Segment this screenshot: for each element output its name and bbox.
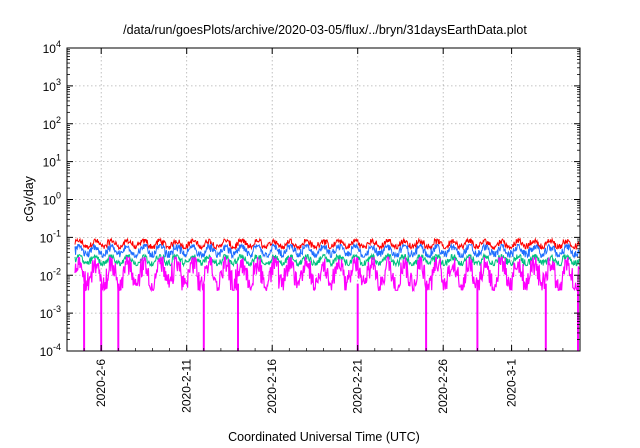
x-tick-label: 2020-2-26 <box>436 359 450 414</box>
data-series <box>74 237 580 351</box>
x-tick-label: 2020-3-1 <box>505 359 519 407</box>
y-tick-label: 100 <box>43 191 61 208</box>
ticks <box>66 47 581 352</box>
series-line <box>74 252 580 268</box>
series-line <box>74 242 580 260</box>
y-tick-label: 102 <box>43 115 61 132</box>
x-tick-label: 2020-2-11 <box>180 359 194 413</box>
series-line <box>74 237 580 251</box>
y-tick-label: 103 <box>43 77 61 94</box>
x-tick-labels: 2020-2-6 2020-2-11 2020-2-16 2020-2-21 2020-… <box>94 359 518 414</box>
x-axis-label: Coordinated Universal Time (UTC) <box>228 430 420 444</box>
y-tick-label: 101 <box>43 153 61 170</box>
x-tick-label: 2020-2-6 <box>94 359 108 407</box>
y-tick-labels: 10-4 10-3 10-2 10-1 100 101 102 103 104 <box>40 39 61 359</box>
x-tick-label: 2020-2-16 <box>265 359 279 414</box>
grid <box>67 48 580 351</box>
x-tick-label: 2020-2-21 <box>351 359 365 414</box>
y-tick-label: 10-3 <box>40 304 61 321</box>
y-axis-label: cGy/day <box>22 175 36 222</box>
y-tick-label: 10-1 <box>40 228 61 245</box>
y-tick-label: 10-4 <box>40 342 61 359</box>
series-line <box>74 255 580 293</box>
y-tick-label: 10-2 <box>40 266 61 283</box>
chart-title: /data/run/goesPlots/archive/2020-03-05/f… <box>123 23 527 37</box>
y-tick-label: 104 <box>43 39 61 56</box>
